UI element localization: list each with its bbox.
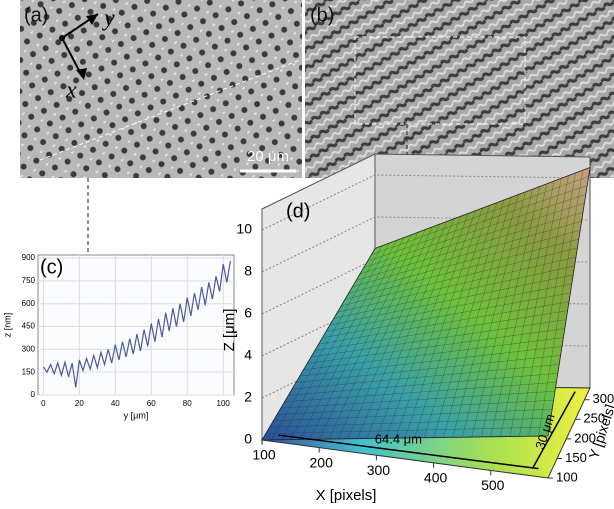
plot-area xyxy=(37,254,235,396)
selection-box xyxy=(354,36,526,125)
panel-label: (c) xyxy=(40,256,63,278)
y-tick-label: 450 xyxy=(22,322,36,331)
y-tick-label: 100 xyxy=(556,469,578,484)
y-tick-label: 750 xyxy=(22,276,36,285)
y-tick-label: 200 xyxy=(574,430,596,445)
z-tick-label: 2 xyxy=(244,389,252,405)
y-tick-label: 300 xyxy=(593,391,614,406)
y-tick-label: 150 xyxy=(22,367,36,376)
z-tick-label: 0 xyxy=(244,431,252,447)
z-tick-label: 10 xyxy=(236,221,252,237)
panel-label: (a) xyxy=(24,4,48,26)
scale-label: 20 μm xyxy=(247,148,289,165)
arrowhead xyxy=(86,14,98,25)
section-line xyxy=(39,59,301,161)
mesh-line xyxy=(356,212,584,281)
x-tick-label: 500 xyxy=(481,477,505,493)
x-tick-label: 80 xyxy=(183,399,192,408)
axis-label: y xyxy=(102,6,115,32)
y-tick-label: 900 xyxy=(22,253,36,262)
grid-line xyxy=(261,174,591,231)
y-tick-label: 600 xyxy=(22,299,36,308)
z-tick-label: 6 xyxy=(244,305,252,321)
x-axis-label: y [μm] xyxy=(124,410,149,420)
mesh-line xyxy=(371,176,589,256)
x-tick-label: 20 xyxy=(75,399,84,408)
y-tick-label: 300 xyxy=(22,344,36,353)
y-tick-label: 0 xyxy=(31,390,36,399)
x-tick-label: 40 xyxy=(111,399,120,408)
z-tick-label: 4 xyxy=(244,347,252,363)
x-axis-label: X [pixels] xyxy=(316,487,377,504)
dimension-line xyxy=(532,391,576,469)
origin-dot xyxy=(59,35,65,41)
z-axis-label: Z [μm] xyxy=(221,309,238,352)
x-tick-label: 100 xyxy=(252,447,276,463)
x-tick-label: 0 xyxy=(41,399,46,408)
x-tick-label: 300 xyxy=(367,462,391,478)
x-tick-label: 60 xyxy=(147,399,156,408)
mesh-line xyxy=(367,185,588,262)
y-tick-label: 150 xyxy=(565,450,587,465)
arrowhead xyxy=(76,68,87,80)
mesh-line xyxy=(363,194,586,268)
y-axis-label: z [nm] xyxy=(2,313,12,338)
panel-b: (b) xyxy=(305,0,614,178)
mesh-line xyxy=(528,172,576,437)
panel-label: (d) xyxy=(286,200,310,222)
z-tick-label: 8 xyxy=(244,263,252,279)
axis-label: x xyxy=(65,78,77,104)
annotation: 64.4 μm xyxy=(375,431,422,446)
panel-d: 0 2 4 6 8 10 100 200 300 400 500 100 150 200 250 300 64.… xyxy=(221,153,614,504)
x-tick-label: 200 xyxy=(310,454,334,470)
mesh-line xyxy=(519,175,569,437)
data-line xyxy=(42,260,231,388)
micrograph-b xyxy=(305,0,614,178)
mesh-line xyxy=(538,170,584,437)
y-tick-label: 250 xyxy=(583,411,605,426)
mesh-line xyxy=(359,203,585,275)
micrograph-a xyxy=(20,0,302,178)
mesh-line xyxy=(509,178,562,437)
x-tick-label: 400 xyxy=(424,470,448,486)
dimension-line xyxy=(278,434,539,470)
panel-label: (b) xyxy=(310,4,334,26)
panel-a: (a) y x 20 μm xyxy=(20,0,302,178)
panel-c: 0 150 300 450 600 750 900 0 20 40 60 80 100 (c) y [μm]… xyxy=(2,253,235,420)
x-tick-label: 100 xyxy=(217,399,231,408)
